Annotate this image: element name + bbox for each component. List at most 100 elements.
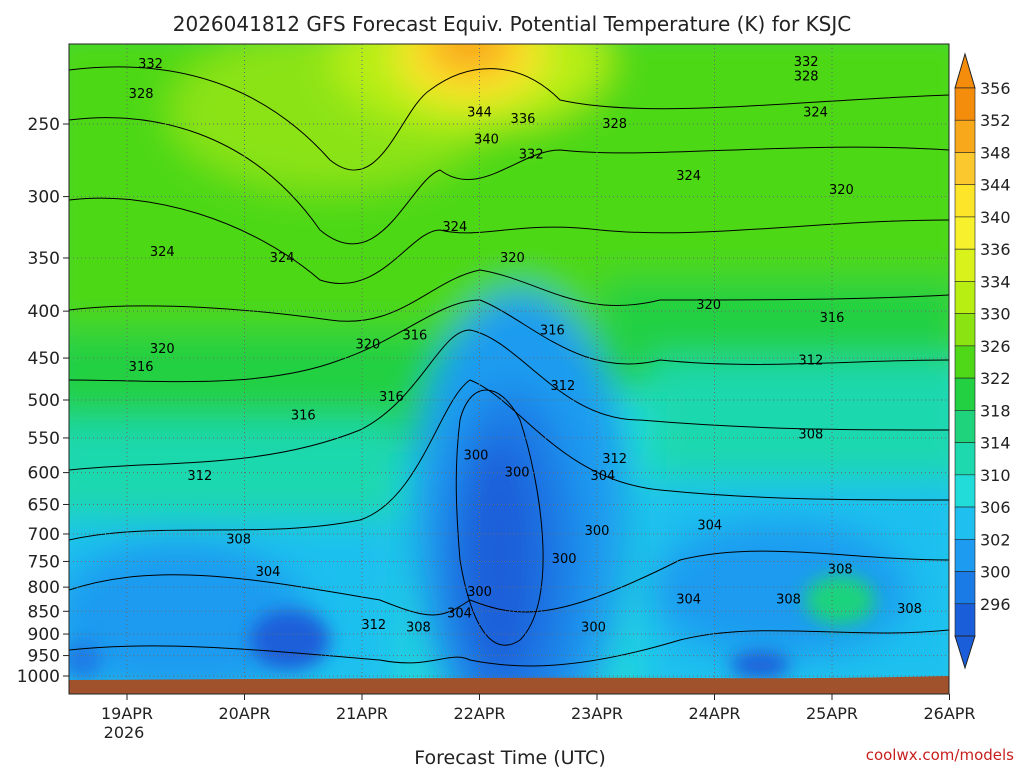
grid xyxy=(69,44,949,694)
colorbar-segment xyxy=(954,87,976,121)
colorbar-label: 326 xyxy=(980,337,1011,356)
contour-label: 324 xyxy=(676,169,701,184)
contour-label: 324 xyxy=(803,106,828,121)
contour-label: 300 xyxy=(464,449,489,464)
contour-label: 316 xyxy=(540,324,565,339)
contour-lines xyxy=(69,66,949,667)
colorbar-segment xyxy=(954,216,976,250)
x-tick-label: 26APR xyxy=(923,704,975,723)
plot-frame xyxy=(68,43,950,695)
colorbar-label: 356 xyxy=(980,79,1011,98)
contour-label: 304 xyxy=(697,518,722,533)
contour-label: 308 xyxy=(406,620,431,635)
y-tick-label: 300 xyxy=(28,188,60,208)
y-axis: 250 300 350 400 450 500 550 600 650 700 750 800 850 9… xyxy=(17,115,69,687)
colorbar-segment xyxy=(954,571,976,605)
colorbar: 356 352 348 344 340 336 334 330 326 322 318 314 310 3… xyxy=(954,52,1011,670)
contour-label: 312 xyxy=(798,354,823,369)
x-tick-label: 22APR xyxy=(453,704,505,723)
contour-label: 300 xyxy=(581,620,606,635)
contour-label: 316 xyxy=(379,390,404,405)
colorbar-bottom-arrow xyxy=(954,635,976,670)
x-tick-label: 21APR xyxy=(336,704,388,723)
contour-label: 320 xyxy=(696,298,721,313)
contour-label: 304 xyxy=(590,469,615,484)
contour-label: 324 xyxy=(150,245,175,260)
x-tick-label: 20APR xyxy=(218,704,270,723)
contour-label: 308 xyxy=(798,427,823,442)
contour-label: 312 xyxy=(551,379,576,394)
colorbar-segment xyxy=(954,442,976,476)
x-year-label: 2026 xyxy=(104,723,145,742)
colorbar-segment xyxy=(954,248,976,282)
contour-label: 336 xyxy=(511,112,536,127)
colorbar-label: 330 xyxy=(980,305,1011,324)
colorbar-label: 302 xyxy=(980,530,1011,549)
colorbar-segment xyxy=(954,313,976,347)
contour-label: 324 xyxy=(442,220,467,235)
contour-label: 316 xyxy=(402,328,427,343)
contour-label: 332 xyxy=(794,55,819,70)
colorbar-segment xyxy=(954,184,976,218)
contour-label: 300 xyxy=(467,585,492,600)
contour-label: 308 xyxy=(828,562,853,577)
y-tick-label: 1000 xyxy=(17,667,60,687)
contour-label: 332 xyxy=(138,57,163,72)
y-tick-label: 550 xyxy=(28,429,60,449)
ground-surface xyxy=(69,676,949,694)
colorbar-label: 334 xyxy=(980,272,1011,291)
contour-label: 312 xyxy=(187,469,212,484)
contour-label: 340 xyxy=(474,133,499,148)
contour-label: 300 xyxy=(505,466,530,481)
colorbar-top-arrow xyxy=(954,52,976,89)
contour-label: 312 xyxy=(361,618,386,633)
colorbar-segment xyxy=(954,538,976,572)
y-tick-label: 650 xyxy=(28,495,60,515)
contour-label: 304 xyxy=(447,607,472,622)
x-axis-title: Forecast Time (UTC) xyxy=(414,747,605,768)
colorbar-segment xyxy=(954,377,976,411)
y-tick-label: 950 xyxy=(28,647,60,667)
contour-label: 304 xyxy=(256,565,281,580)
contour-label: 300 xyxy=(552,552,577,567)
filled-contours xyxy=(69,44,949,694)
colorbar-label: 318 xyxy=(980,401,1011,420)
contour-label: 308 xyxy=(897,602,922,617)
y-tick-label: 500 xyxy=(28,391,60,411)
colorbar-segment xyxy=(954,506,976,540)
y-tick-label: 400 xyxy=(28,302,60,322)
contour-label: 324 xyxy=(270,251,295,266)
contour-label: 332 xyxy=(519,148,544,163)
colorbar-label: 314 xyxy=(980,434,1011,453)
colorbar-label: 340 xyxy=(980,208,1011,227)
contour-label: 312 xyxy=(602,452,627,467)
colorbar-label: 310 xyxy=(980,466,1011,485)
colorbar-segment xyxy=(954,281,976,314)
contour-label: 328 xyxy=(129,87,154,102)
y-tick-label: 600 xyxy=(28,464,60,484)
colorbar-label: 336 xyxy=(980,240,1011,259)
colorbar-label: 300 xyxy=(980,563,1011,582)
x-tick-label: 23APR xyxy=(571,704,623,723)
contour-label: 308 xyxy=(776,592,801,607)
colorbar-segment xyxy=(954,410,976,443)
contour-label: 320 xyxy=(829,183,854,198)
contour-label: 320 xyxy=(355,338,380,353)
colorbar-label: 344 xyxy=(980,176,1011,195)
contour-label: 328 xyxy=(794,70,819,85)
y-tick-label: 350 xyxy=(28,249,60,269)
contour-label: 308 xyxy=(226,533,251,548)
watermark: coolwx.com/models xyxy=(866,746,1014,764)
x-axis: 19APR 20APR 21APR 22APR 23APR 24APR 25APR 26APR xyxy=(101,694,976,723)
contour-label: 300 xyxy=(585,524,610,539)
contour-label: 320 xyxy=(500,251,525,266)
y-tick-label: 750 xyxy=(28,552,60,572)
colorbar-label: 296 xyxy=(980,595,1011,614)
x-tick-label: 25APR xyxy=(806,704,858,723)
contour-label: 304 xyxy=(676,592,701,607)
y-tick-label: 700 xyxy=(28,525,60,545)
contour-label: 316 xyxy=(129,360,154,375)
colorbar-segment xyxy=(954,152,976,186)
colorbar-segment xyxy=(954,345,976,379)
